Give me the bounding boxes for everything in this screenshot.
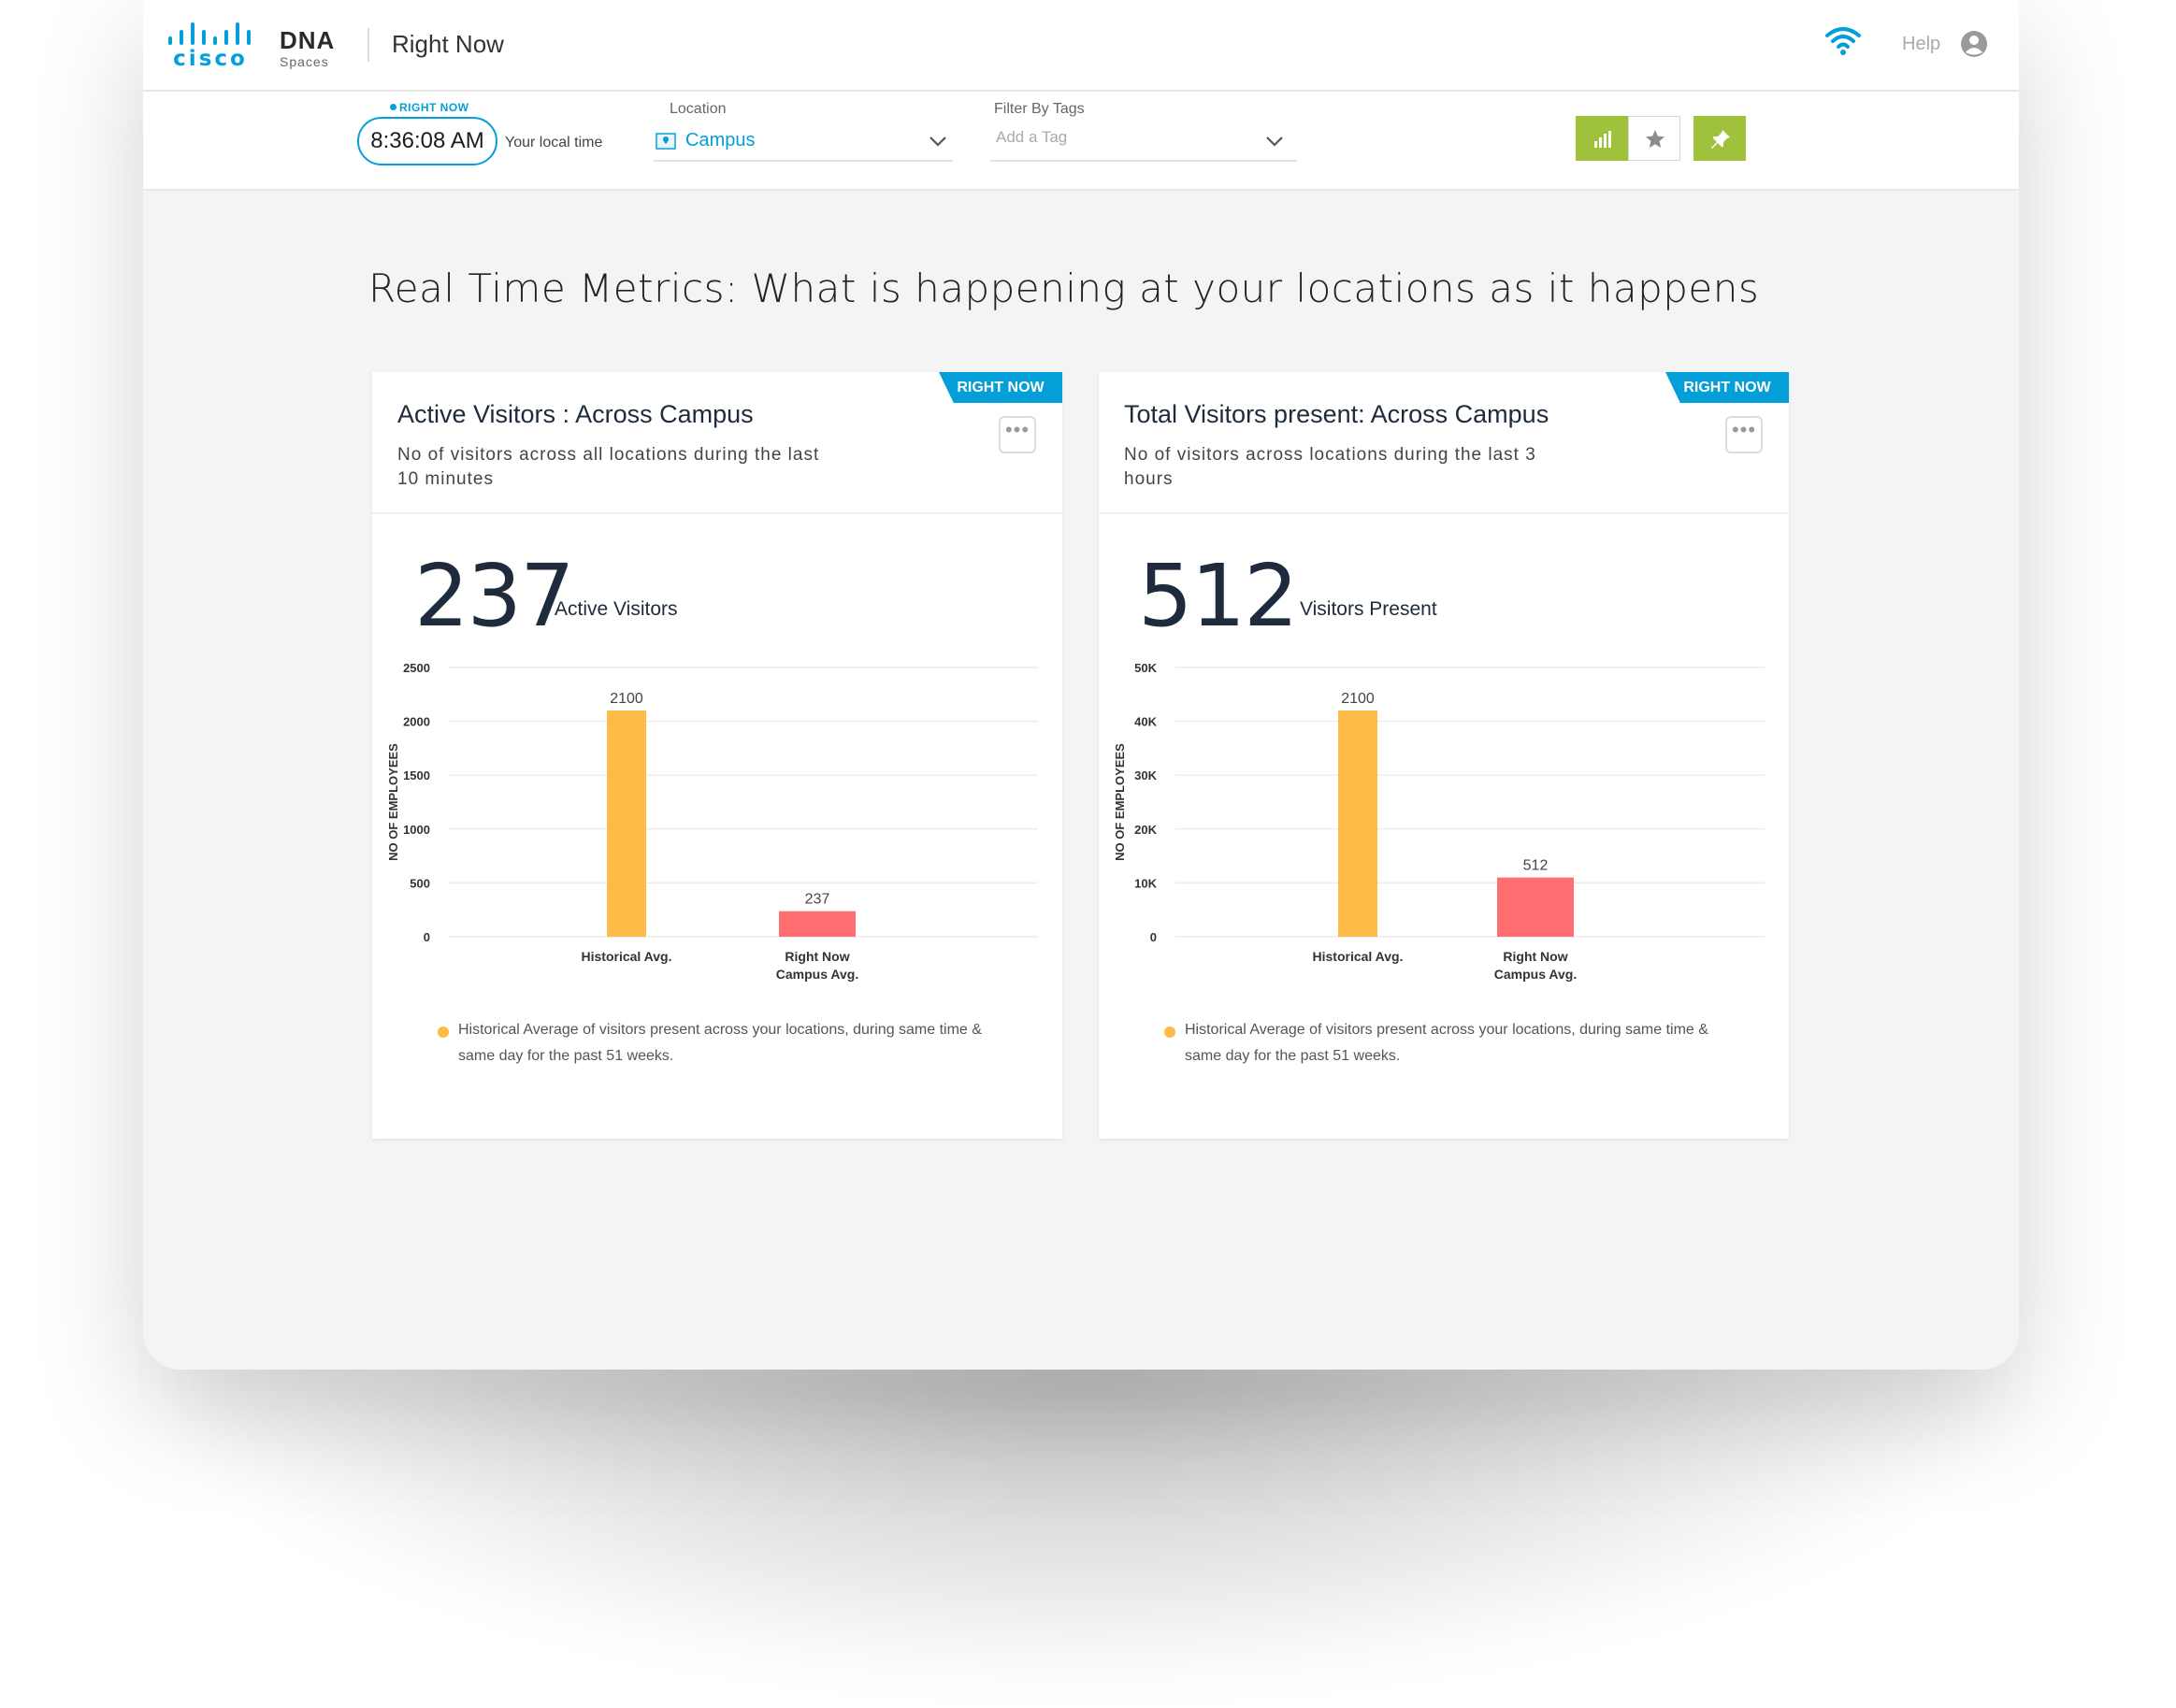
visitors-present-count: 512 (1138, 546, 1299, 646)
tag-select[interactable] (990, 124, 1297, 162)
y-tick-label: 0 (424, 930, 430, 944)
local-time-label: Your local time (505, 135, 603, 151)
y-tick-label: 50K (1134, 661, 1157, 675)
favorites-button[interactable] (1628, 116, 1680, 161)
y-tick-label: 40K (1134, 715, 1157, 729)
window-shadow (150, 1346, 2020, 1683)
legend-text: Historical Average of visitors present a… (1185, 1022, 1708, 1064)
product-name: DNA (280, 26, 336, 54)
card-title: Total Visitors present: Across Campus (1124, 400, 1549, 428)
x-tick-label: Right Now (1503, 949, 1567, 964)
bar-chart-icon (1594, 131, 1611, 148)
more-options-button[interactable]: ••• (1725, 416, 1763, 453)
bar (1338, 710, 1377, 937)
right-now-ribbon: RIGHT NOW (939, 372, 1062, 403)
visitors-present-label: Visitors Present (1300, 598, 1437, 620)
chart-legend: Historical Average of visitors present a… (438, 1017, 1017, 1069)
current-time: 8:36:08 AM (357, 117, 497, 165)
star-icon (1646, 130, 1664, 148)
tag-input[interactable] (996, 128, 1239, 147)
legend-dot-icon (1164, 1026, 1175, 1038)
bar (779, 911, 856, 937)
bar-value-label: 512 (1523, 858, 1549, 874)
card-title: Active Visitors : Across Campus (397, 400, 754, 428)
app-window: cisco DNA Spaces Right Now Help RIGHT NO… (143, 0, 2019, 1370)
location-label: Location (670, 101, 727, 117)
x-tick-label: Campus Avg. (776, 967, 858, 982)
visitors-present-chart: NO OF EMPLOYEES 0 10K 20K 30K 40K 50K 2100 Histo… (1113, 661, 1765, 982)
chevron-down-icon (929, 136, 946, 147)
bar-value-label: 237 (805, 892, 830, 908)
help-link[interactable]: Help (1902, 34, 1941, 54)
x-tick-label: Campus Avg. (1494, 967, 1577, 982)
y-axis-label: NO OF EMPLOYEES (1113, 743, 1127, 861)
chart-legend: Historical Average of visitors present a… (1164, 1017, 1744, 1069)
user-icon[interactable] (1960, 30, 1988, 58)
page-headline: Real Time Metrics: What is happening at … (368, 266, 1760, 311)
y-tick-label: 2000 (403, 715, 430, 729)
bar (607, 710, 646, 937)
map-icon (656, 133, 676, 150)
y-tick-label: 10K (1134, 876, 1157, 890)
more-options-button[interactable]: ••• (999, 416, 1036, 453)
y-tick-label: 20K (1134, 823, 1157, 837)
active-visitors-count: 237 (414, 546, 575, 646)
pin-icon (1711, 130, 1730, 149)
header-divider (367, 28, 369, 62)
cisco-bars-icon (166, 21, 254, 45)
right-now-ribbon: RIGHT NOW (1665, 372, 1789, 403)
live-dot-icon (390, 104, 396, 110)
y-tick-label: 30K (1134, 768, 1157, 782)
y-axis-label: NO OF EMPLOYEES (386, 743, 400, 861)
right-now-badge-label: RIGHT NOW (399, 101, 469, 114)
cisco-wordmark: cisco (173, 47, 248, 71)
legend-dot-icon (438, 1026, 449, 1038)
product-subname: Spaces (280, 54, 329, 69)
top-header: cisco DNA Spaces Right Now Help (143, 0, 2019, 92)
x-tick-label: Historical Avg. (1313, 949, 1404, 964)
y-tick-label: 1000 (403, 823, 430, 837)
x-tick-label: Historical Avg. (582, 949, 672, 964)
right-now-badge: RIGHT NOW (390, 101, 469, 114)
bar-value-label: 2100 (1341, 691, 1375, 707)
wifi-icon[interactable] (1824, 24, 1862, 56)
location-value: Campus (685, 130, 756, 151)
card-divider (1099, 512, 1789, 514)
card-subtitle: No of visitors across locations during t… (1124, 445, 1536, 489)
active-visitors-label: Active Visitors (555, 598, 678, 620)
location-select[interactable]: Campus (654, 124, 953, 162)
y-tick-label: 2500 (403, 661, 430, 675)
pin-button[interactable] (1693, 116, 1746, 161)
active-visitors-card: RIGHT NOW Active Visitors : Across Campu… (372, 372, 1062, 1139)
card-divider (372, 512, 1062, 514)
legend-text: Historical Average of visitors present a… (458, 1022, 982, 1064)
tags-label: Filter By Tags (994, 101, 1085, 117)
page-title: Right Now (392, 30, 504, 58)
bar (1497, 877, 1574, 937)
y-tick-label: 500 (410, 876, 430, 890)
filter-bar: RIGHT NOW 8:36:08 AM Your local time Loc… (143, 92, 2019, 191)
bar-value-label: 2100 (610, 691, 643, 707)
card-subtitle: No of visitors across all locations duri… (397, 445, 820, 489)
cisco-logo: cisco (166, 21, 254, 71)
total-visitors-card: RIGHT NOW Total Visitors present: Across… (1099, 372, 1789, 1139)
active-visitors-chart: NO OF EMPLOYEES 0 500 1000 1500 2000 2500 2100 H… (386, 661, 1038, 982)
bar-chart-view-button[interactable] (1576, 116, 1628, 161)
x-tick-label: Right Now (785, 949, 849, 964)
y-tick-label: 0 (1150, 930, 1157, 944)
chevron-down-icon (1266, 136, 1283, 147)
y-tick-label: 1500 (403, 768, 430, 782)
